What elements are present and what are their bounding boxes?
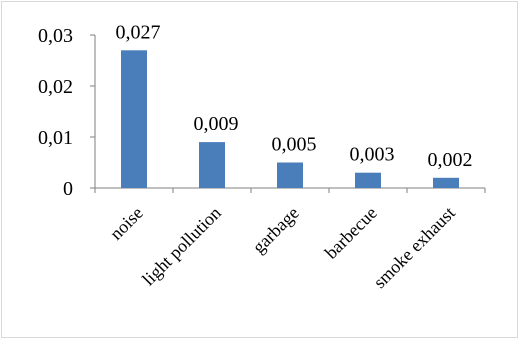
category-label: barbecue bbox=[321, 203, 381, 263]
bar-barbecue bbox=[355, 172, 381, 188]
data-label: 0,009 bbox=[194, 113, 239, 135]
data-label: 0,002 bbox=[428, 149, 473, 171]
bar-noise bbox=[121, 50, 147, 188]
category-label: light pollution bbox=[138, 203, 225, 290]
bar-garbage bbox=[277, 162, 303, 188]
data-label: 0,003 bbox=[350, 144, 395, 166]
data-label: 0,005 bbox=[272, 134, 317, 156]
y-tick-label: 0,03 bbox=[38, 25, 73, 47]
y-tick-label: 0 bbox=[63, 178, 73, 200]
bar-light-pollution bbox=[199, 142, 225, 188]
data-label: 0,027 bbox=[116, 21, 161, 43]
y-tick-label: 0,01 bbox=[38, 127, 73, 149]
category-label: noise bbox=[106, 203, 147, 244]
y-tick-label: 0,02 bbox=[38, 76, 73, 98]
category-label: smoke exhaust bbox=[369, 203, 458, 292]
bar-smoke-exhaust bbox=[433, 177, 459, 188]
category-label: garbage bbox=[248, 203, 302, 257]
